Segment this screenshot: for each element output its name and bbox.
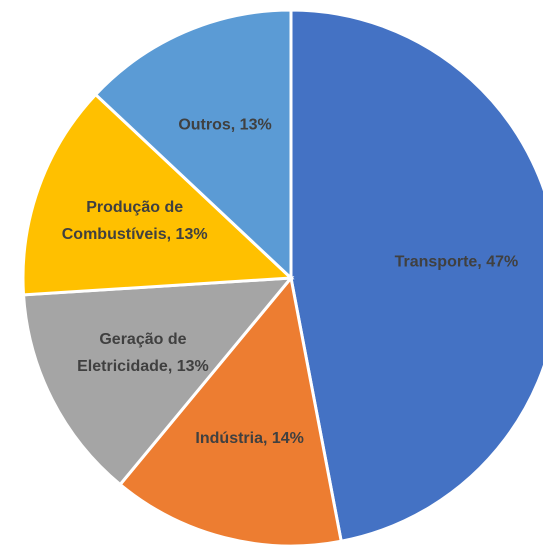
data-label: Outros, 13% xyxy=(178,117,271,134)
pie-slice xyxy=(21,92,295,297)
pie-slice xyxy=(289,8,543,544)
data-label-line: Combustíveis, 13% xyxy=(62,226,208,243)
pie-slice xyxy=(21,276,295,487)
pie-slice xyxy=(93,8,293,282)
data-label: Transporte, 47% xyxy=(395,254,519,271)
pie-slice xyxy=(118,274,343,547)
data-label-line: Eletricidade, 13% xyxy=(77,358,209,375)
data-label: Produção de Combustíveis, 13% xyxy=(62,199,208,243)
data-label: Indústria, 14% xyxy=(195,430,303,447)
data-label-line: Indústria, 14% xyxy=(195,430,303,447)
data-label-line: Transporte, 47% xyxy=(395,254,519,271)
data-label-line: Produção de xyxy=(86,199,183,216)
data-label-line: Geração de xyxy=(99,331,186,348)
data-label: Geração de Eletricidade, 13% xyxy=(77,331,209,375)
data-label-line: Outros, 13% xyxy=(178,117,271,134)
